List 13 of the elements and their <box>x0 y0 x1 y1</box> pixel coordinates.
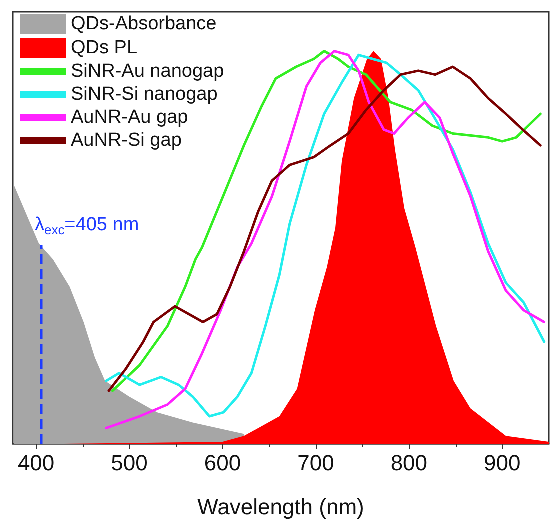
legend-label: QDs PL <box>71 38 138 58</box>
x-tick-label: 900 <box>484 450 521 476</box>
x-axis-title: Wavelength (nm) <box>198 494 364 520</box>
legend-label: AuNR-Si gap <box>71 130 182 151</box>
legend-label: SiNR-Au nanogap <box>71 61 224 82</box>
legend-label: QDs-Absorbance <box>71 14 217 34</box>
x-tick-label: 500 <box>111 450 148 476</box>
x-tick-label: 700 <box>298 450 334 476</box>
legend-label: SiNR-Si nanogap <box>71 84 218 105</box>
x-tick-label: 600 <box>204 450 242 476</box>
x-tick-label: 800 <box>390 450 428 476</box>
x-tick-label: 400 <box>18 450 55 476</box>
legend-label: AuNR-Au gap <box>71 107 188 128</box>
